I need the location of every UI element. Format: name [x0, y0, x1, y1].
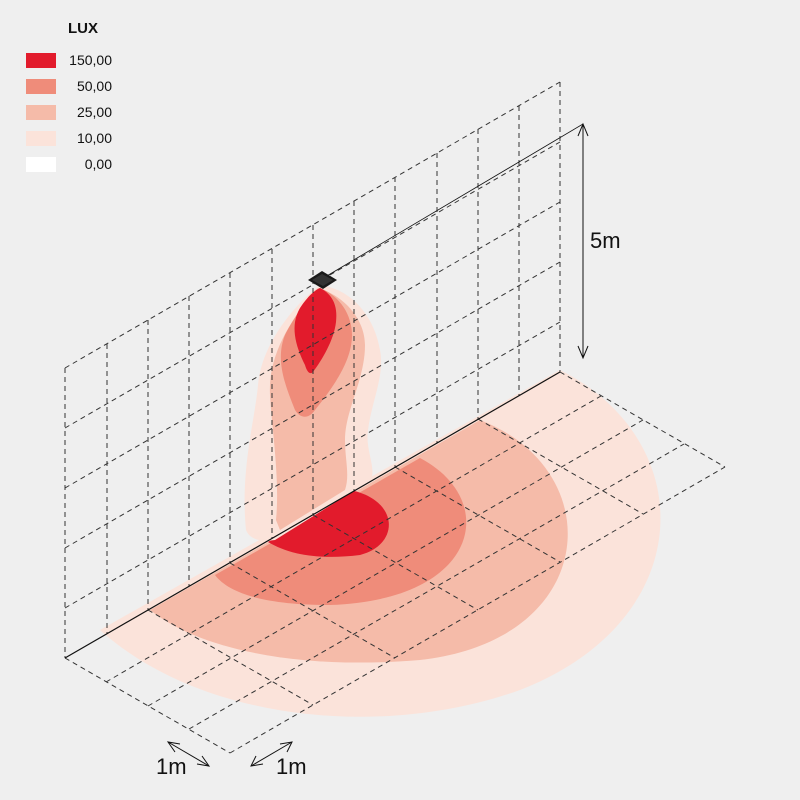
legend-value: 50,00	[76, 78, 112, 94]
floor-isolux	[100, 370, 661, 717]
legend: LUX 150,00 50,00 25,00 10,00 0,00	[26, 20, 112, 177]
grid-dimension-y	[250, 741, 293, 767]
wall-isolux	[244, 285, 382, 541]
height-label: 5m	[590, 228, 621, 253]
legend-value: 10,00	[76, 130, 112, 146]
height-reference-line	[319, 123, 584, 281]
legend-item: 10,00	[26, 125, 112, 151]
legend-swatch	[26, 52, 56, 68]
legend-swatch	[26, 130, 56, 146]
grid-dimension-x	[166, 741, 211, 767]
legend-item: 25,00	[26, 99, 112, 125]
legend-swatch	[26, 156, 56, 172]
legend-swatch	[26, 104, 56, 120]
wall-grid	[64, 81, 561, 658]
legend-value: 25,00	[76, 104, 112, 120]
legend-swatch	[26, 78, 56, 94]
floor-grid	[64, 371, 726, 754]
legend-rows: 150,00 50,00 25,00 10,00 0,00	[26, 47, 112, 177]
legend-value: 150,00	[69, 52, 112, 68]
legend-item: 150,00	[26, 47, 112, 73]
wall-base-line	[64, 371, 561, 659]
legend-value: 0,00	[84, 156, 112, 172]
legend-item: 0,00	[26, 151, 112, 177]
floor-zone-150	[268, 490, 389, 557]
grid-x-label: 1m	[156, 754, 187, 779]
legend-item: 50,00	[26, 73, 112, 99]
light-fixture	[308, 271, 337, 289]
legend-title: LUX	[68, 20, 98, 37]
grid-y-label: 1m	[276, 754, 307, 779]
wall-zone-150	[294, 288, 337, 374]
height-dimension	[577, 122, 589, 360]
